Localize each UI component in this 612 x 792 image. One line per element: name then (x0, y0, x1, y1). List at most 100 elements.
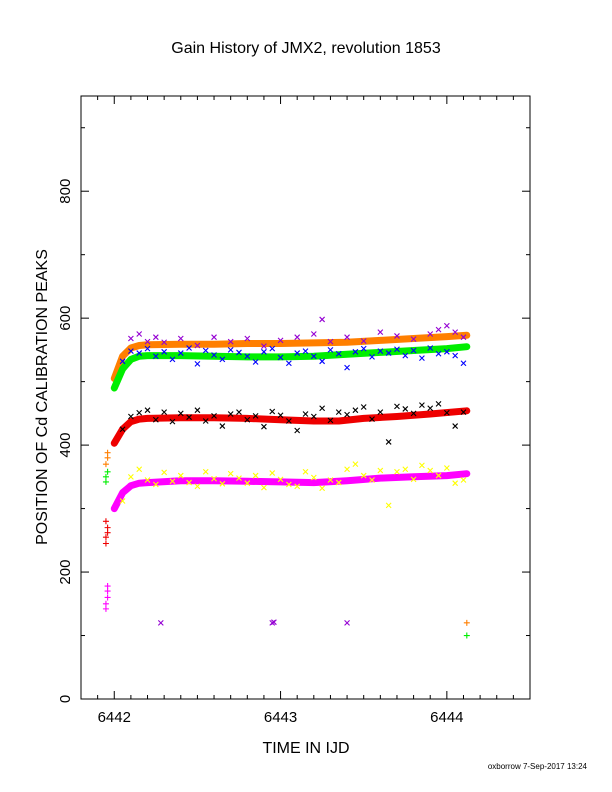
data-point-blue (211, 352, 217, 358)
data-point-black (369, 416, 375, 422)
series-line-green (110, 343, 471, 392)
data-point-blue (136, 350, 143, 356)
data-point-purple (294, 334, 301, 341)
data-point-black (335, 409, 342, 415)
data-point-orange (104, 449, 111, 456)
x-tick-label: 6442 (98, 709, 131, 726)
data-point-yellow (460, 477, 467, 483)
data-point-blue (427, 345, 434, 351)
data-point-yellow (394, 468, 400, 475)
series-orange-line (110, 331, 471, 382)
data-point-blue (302, 348, 309, 355)
data-point-purple (427, 331, 434, 337)
data-point-purple (310, 331, 317, 337)
data-point-blue (419, 355, 425, 362)
data-point-yellow (327, 477, 334, 483)
data-point-yellow (369, 477, 375, 483)
data-point-magenta (102, 605, 109, 612)
data-point-yellow (128, 473, 134, 480)
data-point-yellow (402, 466, 409, 473)
series-red-line (110, 407, 471, 447)
data-point-black (452, 423, 459, 429)
data-point-green (463, 632, 470, 639)
data-point-black (427, 405, 434, 412)
data-point-blue (385, 350, 392, 356)
data-point-purple (157, 619, 164, 626)
data-point-magenta (104, 583, 111, 590)
data-point-blue (394, 346, 400, 353)
series-blue-x (119, 345, 467, 371)
y-tick-label: 200 (57, 560, 74, 585)
data-point-magenta (104, 594, 111, 601)
data-point-black (302, 411, 309, 417)
data-point-black (177, 410, 184, 417)
data-point-blue (269, 345, 276, 352)
x-tick-label: 6443 (264, 709, 297, 726)
data-point-purple (410, 336, 417, 342)
data-point-purple (211, 334, 217, 341)
data-point-yellow (144, 477, 151, 483)
data-point-purple (277, 337, 284, 344)
data-point-yellow (194, 483, 201, 490)
data-point-black (352, 407, 359, 414)
data-point-yellow (169, 478, 176, 485)
data-point-purple (128, 335, 134, 342)
data-point-orange (102, 461, 109, 468)
data-point-black (186, 414, 192, 421)
data-series (102, 316, 471, 639)
data-point-black (261, 423, 267, 430)
series-green-plus (102, 468, 470, 639)
data-point-blue (443, 348, 450, 355)
data-point-black (344, 411, 350, 418)
data-point-black (194, 407, 201, 414)
data-point-black (144, 407, 151, 414)
data-point-green (102, 473, 109, 480)
data-point-black (402, 406, 409, 412)
data-point-yellow (252, 472, 259, 479)
data-point-yellow (302, 468, 309, 475)
data-point-purple (319, 316, 326, 323)
series-magenta-line (110, 470, 471, 513)
data-point-blue (410, 347, 417, 354)
data-point-black (119, 426, 126, 433)
data-point-blue (169, 356, 176, 363)
data-point-yellow (186, 479, 192, 486)
data-point-purple (344, 619, 350, 626)
data-point-blue (327, 347, 334, 353)
data-point-purple (177, 335, 184, 342)
data-point-purple (194, 342, 201, 349)
data-point-yellow (285, 481, 292, 488)
data-point-blue (236, 349, 242, 356)
y-tick-label: 400 (57, 433, 74, 458)
data-point-yellow (227, 470, 234, 477)
data-point-yellow (319, 485, 326, 492)
data-point-black (211, 413, 217, 419)
data-point-blue (177, 350, 184, 356)
data-point-blue (369, 353, 375, 360)
data-point-purple (377, 329, 384, 336)
data-point-purple (152, 334, 159, 341)
y-tick-label: 800 (57, 179, 74, 204)
data-point-blue (402, 352, 409, 359)
data-point-blue (319, 358, 326, 365)
data-point-purple (227, 338, 234, 345)
footer-credit: oxborrow 7-Sep-2017 13:24 (488, 762, 588, 771)
data-point-black (277, 412, 284, 419)
data-point-yellow (452, 480, 459, 487)
data-point-yellow (177, 472, 184, 479)
data-point-yellow (435, 472, 442, 479)
data-point-yellow (419, 462, 425, 469)
data-point-yellow (335, 479, 342, 486)
data-point-magenta (102, 600, 109, 607)
data-point-blue (452, 352, 459, 359)
data-point-red (102, 518, 109, 525)
data-point-yellow (377, 467, 384, 474)
data-point-blue (277, 354, 284, 361)
data-point-purple (327, 338, 334, 345)
data-point-purple (394, 333, 400, 339)
data-point-blue (335, 350, 342, 357)
data-point-black (269, 408, 276, 415)
data-point-yellow (277, 476, 284, 483)
data-point-black (327, 417, 334, 424)
data-point-black (152, 416, 159, 423)
